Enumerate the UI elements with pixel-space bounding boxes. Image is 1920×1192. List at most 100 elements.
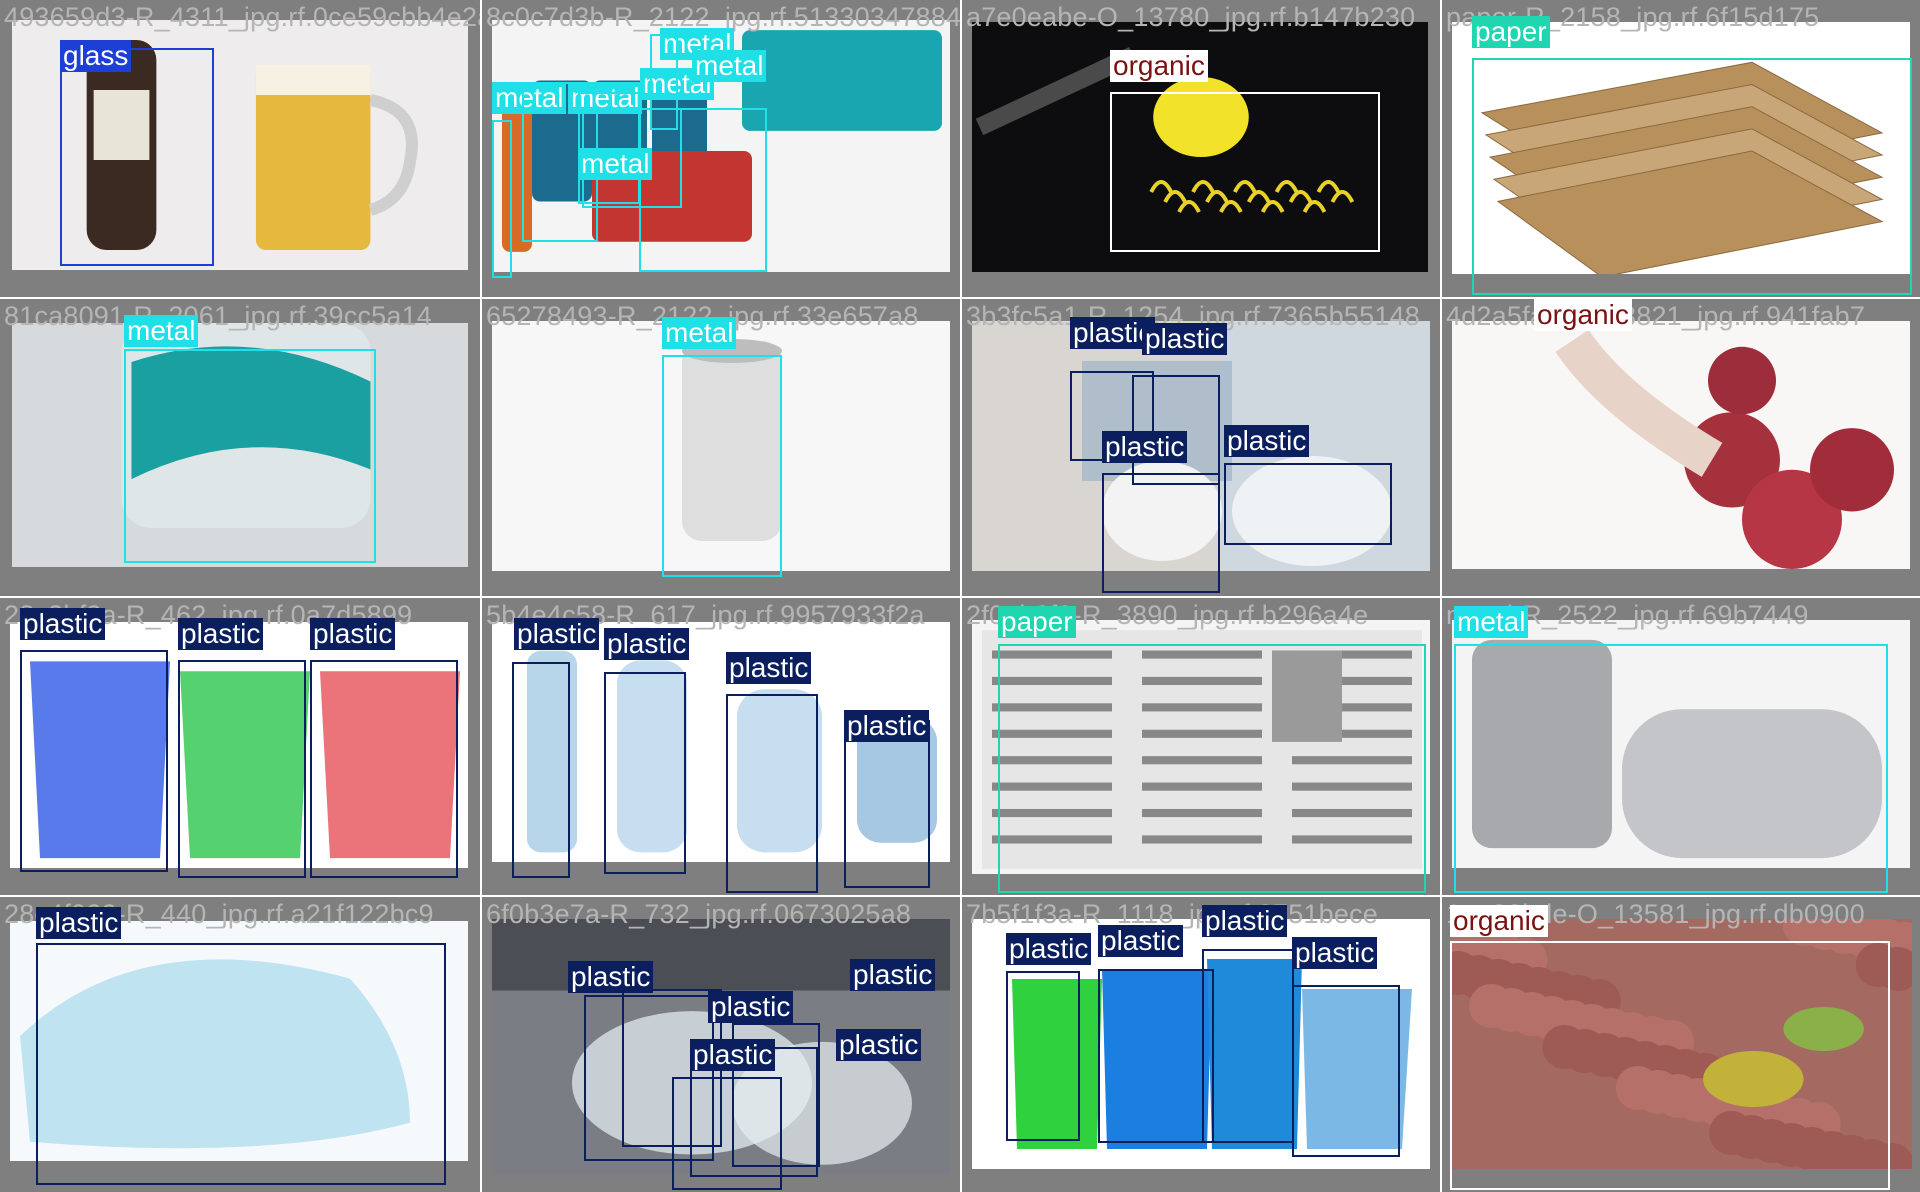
detection-label: paper: [998, 606, 1076, 638]
grid-tile[interactable]: 493659d3-R_4311_jpg.rf.0ce59cbb4e2aa7bb8…: [0, 0, 480, 297]
apples-image: [1555, 329, 1894, 569]
detection-label: plastic: [690, 1039, 776, 1071]
detection-label: plastic: [1006, 933, 1092, 965]
detection-box: [998, 644, 1426, 893]
detection-box: [178, 660, 306, 878]
detection-label: metal: [124, 315, 199, 347]
cardboard-image: [1480, 61, 1884, 274]
grid-tile[interactable]: 7b5f1f3a-R_1118_jpg.rf.8751bece plastic pl…: [962, 897, 1440, 1192]
detection-box: [1102, 473, 1220, 593]
bluebag-image: [20, 959, 410, 1149]
detection-box: [732, 1023, 820, 1167]
detection-label: organic: [1534, 299, 1632, 331]
detection-box: [20, 650, 168, 872]
detection-box: [492, 120, 512, 278]
detection-box: [726, 694, 818, 893]
tile-photo: [492, 20, 950, 272]
tile-photo: [10, 921, 468, 1161]
detection-box: [1224, 463, 1392, 545]
detection-label: plastic: [310, 618, 396, 650]
detection-box: [1006, 971, 1080, 1141]
tile-photo: [972, 620, 1430, 874]
detection-label: plastic: [178, 618, 264, 650]
tile-filename: 7b5f1f3a-R_1118_jpg.rf.8751bece: [966, 899, 1379, 929]
detection-box: [844, 720, 930, 888]
grid-tile[interactable]: 28c4f022-R_440_jpg.rf.a21f122bc9 plastic: [0, 897, 480, 1192]
detection-label: plastic: [1102, 431, 1188, 463]
can-mock-image: [121, 323, 371, 528]
detection-box: [639, 108, 767, 272]
diy-image: [972, 321, 1430, 571]
detection-label: metal: [492, 82, 567, 114]
grid-tile[interactable]: 1aa02bde-O_13581_jpg.rf.db0900 organic: [1442, 897, 1920, 1192]
grid-tile[interactable]: 28c3bf2a-R_462_jpg.rf.0a7d5899 plastic pla…: [0, 598, 480, 895]
detection-label: metal: [662, 317, 737, 349]
tile-filename: 493659d3-R_4311_jpg.rf.0ce59cbb4e2aa7bb8: [4, 2, 480, 32]
tile-photo: [972, 22, 1428, 272]
detection-box: [604, 672, 686, 874]
detection-box: [1450, 941, 1890, 1190]
detection-label: plastic: [726, 652, 812, 684]
detection-box: [1132, 375, 1220, 485]
tile-filename: a7e0eabe-O_13780_jpg.rf.b147b230: [966, 2, 1416, 32]
tile-photo: [10, 622, 468, 868]
tile-photo: [1452, 620, 1910, 868]
bottles-image: [527, 650, 937, 853]
detection-box: [124, 349, 376, 563]
detection-label: plastic: [1098, 925, 1184, 957]
grid-tile[interactable]: a7e0eabe-O_13780_jpg.rf.b147b230 organic: [962, 0, 1440, 297]
tile-photo: [972, 321, 1430, 571]
detection-label: plastic: [514, 618, 600, 650]
grid-tile[interactable]: 8c0c7d3b-R_2122_jpg.rf.513303478842b5eme…: [482, 0, 960, 297]
grid-tile[interactable]: metal-R_2522_jpg.rf.69b7449 metal: [1442, 598, 1920, 895]
detection-label: metal: [692, 50, 767, 82]
detection-label: plastic: [1224, 425, 1310, 457]
tile-photo: [1452, 22, 1910, 274]
lemon-image: [975, 47, 1355, 213]
tile-photo: [492, 321, 950, 571]
grid-tile[interactable]: 5b4e4c58-R_617_jpg.rf.9957933f2a plastic p…: [482, 598, 960, 895]
detection-box: [662, 355, 782, 577]
detection-box: [36, 943, 446, 1185]
detection-box: [1292, 985, 1400, 1157]
grid-tile[interactable]: 3b3fc5a1-R_1254_jpg.rf.7365b55148 plastic…: [962, 299, 1440, 596]
detection-label: plastic: [836, 1029, 922, 1061]
tile-filename: 81ca8091-R_2061_jpg.rf.39cc5a14: [4, 301, 433, 331]
detection-label: paper: [1472, 16, 1550, 48]
grid-tile[interactable]: 2f0ab8f8-R_3890_jpg.rf.b296a4e paper: [962, 598, 1440, 895]
detection-box: [672, 1077, 782, 1190]
detection-box: [650, 34, 678, 130]
detection-box: [310, 660, 458, 878]
detection-label: plastic: [1070, 317, 1156, 349]
detection-label: plastic: [844, 710, 930, 742]
detection-label: organic: [1450, 905, 1548, 937]
tile-filename: 4d2a5fae-O_13821_jpg.rf.941fab7: [1446, 301, 1866, 331]
detection-box: [60, 48, 214, 266]
grid-tile[interactable]: paper-R_2158_jpg.rf.6f15d175 paper: [1442, 0, 1920, 297]
grid-tile[interactable]: 65278493-R_2122_jpg.rf.33e657a8 metal: [482, 299, 960, 596]
detection-label: plastic: [1142, 323, 1228, 355]
bags-image: [30, 661, 460, 859]
detection-label: plastic: [1202, 905, 1288, 937]
detection-box: [512, 662, 570, 878]
detection-label: plastic: [708, 991, 794, 1023]
tile-photo: [1452, 919, 1912, 1169]
detection-label: plastic: [850, 959, 936, 991]
detection-box: [1472, 58, 1912, 295]
grid-tile[interactable]: 6f0b3e7a-R_732_jpg.rf.0673025a8 plastic pl…: [482, 897, 960, 1192]
detection-label: plastic: [20, 608, 106, 640]
detection-label: plastic: [568, 961, 654, 993]
detection-box: [1202, 949, 1294, 1143]
grid-tile[interactable]: 81ca8091-R_2061_jpg.rf.39cc5a14 metal: [0, 299, 480, 596]
detection-label: plastic: [1292, 937, 1378, 969]
detection-label: metal: [1454, 606, 1529, 638]
tins-image: [1472, 639, 1882, 859]
grid-tile[interactable]: 4d2a5fae-O_13821_jpg.rf.941fab7 organic: [1442, 299, 1920, 596]
detection-label: plastic: [36, 907, 122, 939]
detection-box: [1110, 92, 1380, 252]
detection-label: plastic: [604, 628, 690, 660]
tile-filename: 8c0c7d3b-R_2122_jpg.rf.513303478842b5e: [486, 2, 960, 32]
detection-label: metal: [578, 148, 653, 180]
tile-photo: [12, 323, 468, 567]
